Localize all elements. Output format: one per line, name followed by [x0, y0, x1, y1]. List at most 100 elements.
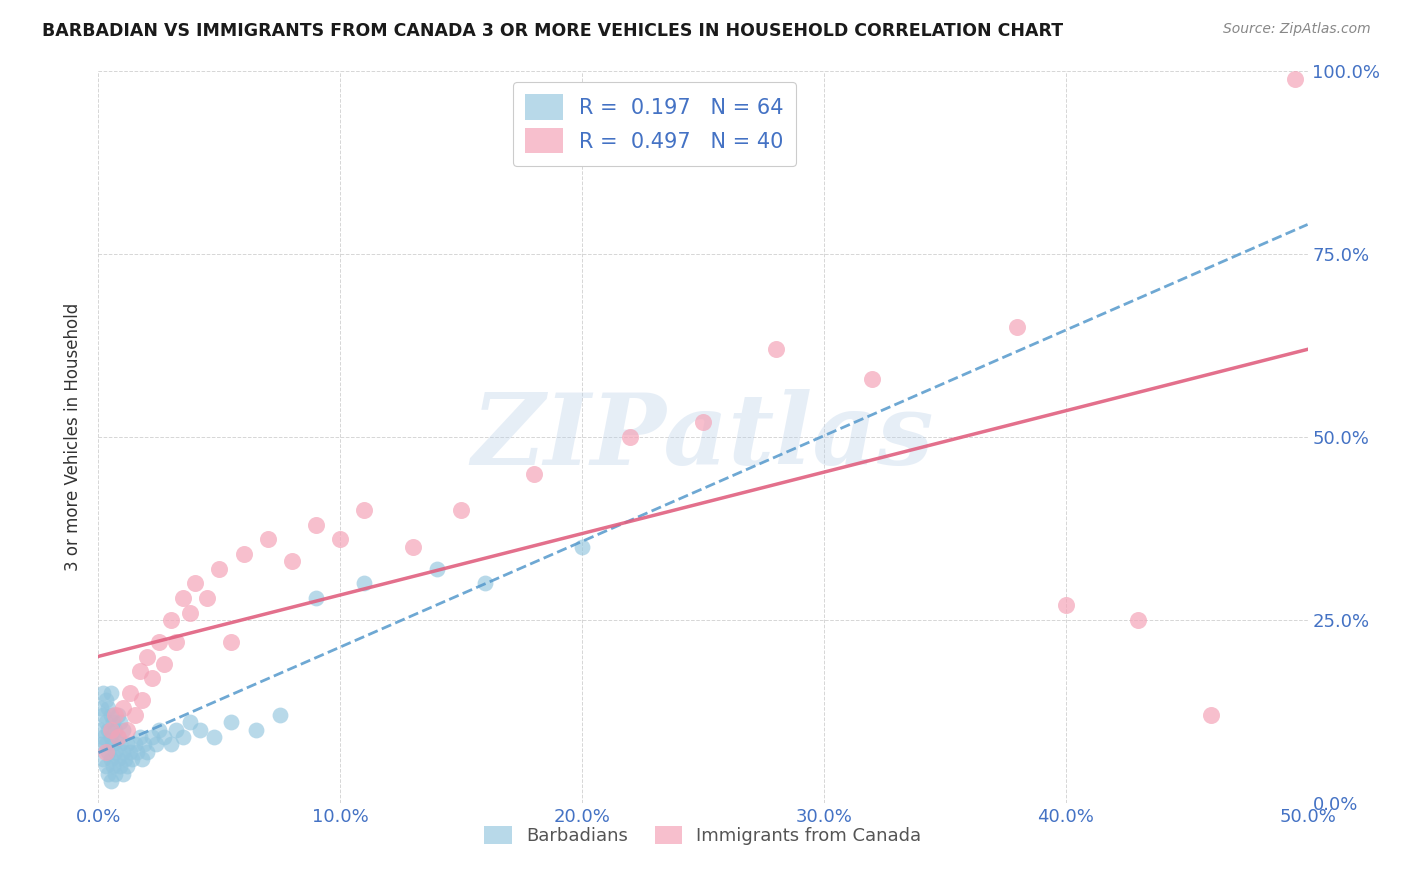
Point — [281, 554, 304, 568]
Point — [107, 708, 129, 723]
Point — [111, 745, 134, 759]
Point — [148, 635, 170, 649]
Point — [195, 591, 218, 605]
Point — [97, 745, 120, 759]
Point — [121, 752, 143, 766]
Point — [111, 723, 134, 737]
Point — [94, 745, 117, 759]
Point — [692, 416, 714, 430]
Point — [221, 715, 243, 730]
Point — [141, 730, 163, 744]
Point — [107, 752, 129, 766]
Point — [172, 591, 194, 605]
Point — [179, 715, 201, 730]
Point — [450, 503, 472, 517]
Point — [145, 737, 167, 751]
Point — [1128, 613, 1150, 627]
Point — [128, 664, 150, 678]
Point — [101, 737, 124, 751]
Point — [305, 591, 328, 605]
Point — [124, 708, 146, 723]
Point — [765, 343, 787, 357]
Point — [124, 737, 146, 751]
Point — [90, 700, 112, 714]
Point — [160, 613, 183, 627]
Point — [426, 562, 449, 576]
Point — [94, 737, 117, 751]
Point — [118, 745, 141, 759]
Point — [97, 700, 120, 714]
Point — [172, 730, 194, 744]
Point — [179, 606, 201, 620]
Point — [117, 759, 139, 773]
Point — [97, 766, 120, 780]
Point — [402, 540, 425, 554]
Point — [91, 686, 114, 700]
Point — [100, 752, 122, 766]
Legend: Barbadians, Immigrants from Canada: Barbadians, Immigrants from Canada — [477, 819, 929, 852]
Point — [1007, 320, 1029, 334]
Point — [131, 693, 153, 707]
Point — [107, 730, 129, 744]
Point — [1054, 599, 1077, 613]
Point — [135, 649, 157, 664]
Point — [619, 430, 641, 444]
Point — [245, 723, 267, 737]
Point — [148, 723, 170, 737]
Point — [108, 737, 131, 751]
Point — [111, 700, 134, 714]
Point — [1284, 71, 1306, 86]
Point — [97, 723, 120, 737]
Y-axis label: 3 or more Vehicles in Household: 3 or more Vehicles in Household — [65, 303, 83, 571]
Point — [108, 759, 131, 773]
Point — [141, 672, 163, 686]
Point — [204, 730, 226, 744]
Point — [108, 715, 131, 730]
Point — [860, 371, 883, 385]
Point — [208, 562, 231, 576]
Point — [101, 759, 124, 773]
Point — [117, 723, 139, 737]
Point — [184, 576, 207, 591]
Point — [474, 576, 496, 591]
Point — [160, 737, 183, 751]
Point — [256, 533, 278, 547]
Point — [104, 745, 127, 759]
Point — [131, 752, 153, 766]
Point — [523, 467, 546, 481]
Point — [329, 533, 352, 547]
Point — [90, 723, 112, 737]
Point — [104, 708, 127, 723]
Point — [94, 759, 117, 773]
Point — [353, 576, 375, 591]
Point — [91, 730, 114, 744]
Point — [107, 730, 129, 744]
Point — [100, 708, 122, 723]
Point — [269, 708, 291, 723]
Point — [111, 766, 134, 780]
Point — [91, 752, 114, 766]
Point — [118, 686, 141, 700]
Point — [232, 547, 254, 561]
Text: ZIPatlas: ZIPatlas — [472, 389, 934, 485]
Point — [571, 540, 593, 554]
Point — [104, 723, 127, 737]
Point — [221, 635, 243, 649]
Point — [1199, 708, 1222, 723]
Point — [188, 723, 211, 737]
Point — [353, 503, 375, 517]
Point — [94, 693, 117, 707]
Point — [165, 635, 187, 649]
Text: Source: ZipAtlas.com: Source: ZipAtlas.com — [1223, 22, 1371, 37]
Point — [305, 517, 328, 532]
Text: BARBADIAN VS IMMIGRANTS FROM CANADA 3 OR MORE VEHICLES IN HOUSEHOLD CORRELATION : BARBADIAN VS IMMIGRANTS FROM CANADA 3 OR… — [42, 22, 1063, 40]
Point — [100, 730, 122, 744]
Point — [127, 745, 149, 759]
Point — [134, 737, 156, 751]
Point — [91, 708, 114, 723]
Point — [117, 737, 139, 751]
Point — [152, 657, 174, 671]
Point — [100, 686, 122, 700]
Point — [100, 773, 122, 788]
Point — [135, 745, 157, 759]
